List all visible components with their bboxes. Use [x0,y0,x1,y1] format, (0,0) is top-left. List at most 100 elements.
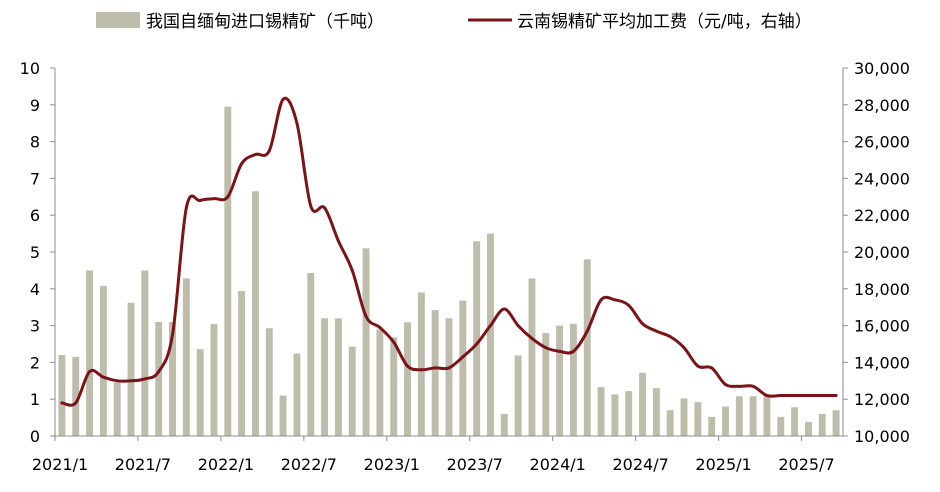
bar [611,394,618,436]
bar [363,248,370,436]
x-tick-label: 2022/1 [198,455,254,474]
bar [404,322,411,436]
left-tick-label: 4 [30,280,40,299]
line-point [88,370,91,373]
x-tick-label: 2022/7 [281,455,337,474]
bar [321,318,328,436]
x-tick-label: 2024/1 [530,455,586,474]
bar [694,402,701,436]
right-tick-label: 28,000 [854,96,910,115]
bar [681,398,688,436]
line-point [572,350,575,353]
bar [238,291,245,436]
bar [86,270,93,436]
bar [335,318,342,436]
line-point [835,394,838,397]
line-point [613,298,616,301]
bar [280,396,287,436]
line-point [406,365,409,368]
bar [418,292,425,436]
bar [598,387,605,436]
line-point [710,366,713,369]
line-point [655,330,658,333]
left-tick-label: 1 [30,390,40,409]
line-point [558,350,561,353]
line-point [696,365,699,368]
bar [777,417,784,436]
line-point [434,366,437,369]
bar [114,383,121,436]
x-tick-label: 2021/7 [115,455,171,474]
line-point [517,324,520,327]
line-point [586,330,589,333]
bar [252,191,259,436]
line-point [544,346,547,349]
line-point [226,195,229,198]
left-tick-label: 7 [30,169,40,188]
x-tick-label: 2025/1 [695,455,751,474]
bar [459,301,466,436]
bar [293,354,300,436]
line-point [641,322,644,325]
line-point [323,206,326,209]
bar [501,414,508,436]
bar [570,324,577,436]
bar [183,279,190,437]
x-tick-label: 2025/7 [778,455,834,474]
right-tick-label: 26,000 [854,133,910,152]
right-tick-label: 12,000 [854,390,910,409]
line-point [351,269,354,272]
line-point [807,394,810,397]
line-point [337,239,340,242]
line-point [489,324,492,327]
line-point [683,346,686,349]
line-point [738,385,741,388]
line-point [392,341,395,344]
bar [556,326,563,436]
left-tick-label: 5 [30,243,40,262]
bar [722,407,729,436]
line-point [254,153,257,156]
bar [639,373,646,436]
line-point [765,394,768,397]
bar [155,322,162,436]
bar [58,355,65,436]
bar [736,396,743,436]
line-point [724,383,727,386]
x-tick-label: 2021/1 [32,455,88,474]
bar [446,318,453,436]
line-point [185,206,188,209]
bar [625,391,632,436]
right-tick-label: 16,000 [854,317,910,336]
line-point [378,326,381,329]
bar [791,407,798,436]
bar [349,347,356,436]
legend-line-label: 云南锡精矿平均加工费（元/吨，右轴） [517,12,812,32]
line-point [171,333,174,336]
line-point [475,343,478,346]
line-point [448,366,451,369]
line-point [199,199,202,202]
bar [266,328,273,436]
right-tick-label: 24,000 [854,169,910,188]
legend-bar-label: 我国自缅甸进口锡精矿（千吨） [146,12,384,32]
line-point [157,370,160,373]
left-tick-label: 9 [30,96,40,115]
bar [141,270,148,436]
bar-series [58,107,839,436]
line-point [530,337,533,340]
line-point [461,355,464,358]
bar [128,303,135,436]
line-point [116,379,119,382]
bar [376,329,383,436]
line-point [282,98,285,101]
bar [211,324,218,436]
right-tick-label: 22,000 [854,206,910,225]
x-tick-label: 2023/7 [447,455,503,474]
line-point [779,394,782,397]
line-point [627,304,630,307]
line-point [74,401,77,404]
line-point [420,368,423,371]
